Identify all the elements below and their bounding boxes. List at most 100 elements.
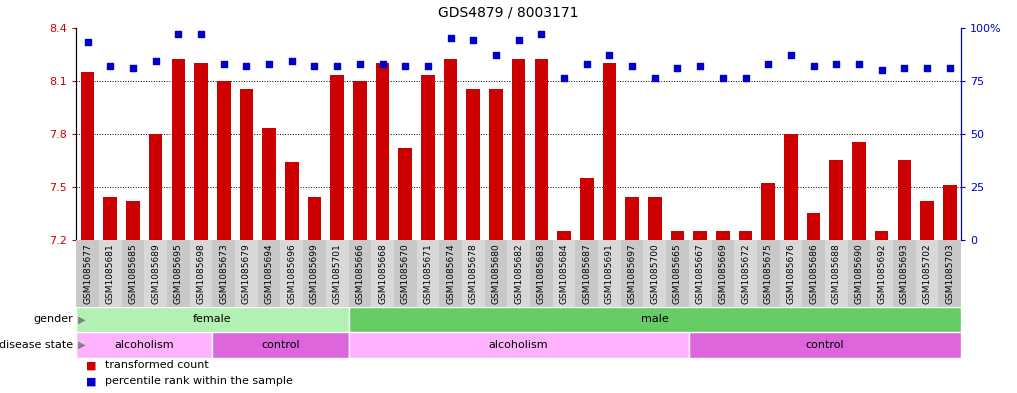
Point [601,52,617,58]
Bar [371,240,394,307]
Text: GSM1085677: GSM1085677 [83,243,93,304]
Point [147,58,164,64]
Point [102,62,118,69]
Bar [689,332,961,358]
Bar [943,185,957,240]
Bar [172,59,185,240]
Bar [443,59,458,240]
Bar [467,90,480,240]
Bar [898,160,911,240]
Bar [76,332,213,358]
Point [261,61,278,67]
Bar [213,332,349,358]
Point [330,62,346,69]
Point [851,61,868,67]
Bar [349,332,689,358]
Bar [99,240,122,307]
Point [919,65,936,71]
Bar [76,240,99,307]
Point [79,39,96,46]
Point [669,65,685,71]
Text: GSM1085694: GSM1085694 [264,243,274,304]
Bar [462,240,485,307]
Point [465,37,481,43]
Point [511,37,527,43]
Bar [394,240,417,307]
Bar [625,197,639,240]
Text: control: control [261,340,300,350]
Bar [76,307,349,332]
Text: disease state: disease state [0,340,73,350]
Text: gender: gender [34,314,73,324]
Bar [557,231,571,240]
Text: GSM1085670: GSM1085670 [401,243,410,304]
Bar [325,240,349,307]
Bar [716,231,729,240]
Point [170,31,186,37]
Bar [507,240,530,307]
Point [306,62,322,69]
Text: GSM1085674: GSM1085674 [446,243,456,304]
Text: GSM1085673: GSM1085673 [220,243,228,304]
Point [284,58,300,64]
Point [374,61,391,67]
Point [397,62,413,69]
Text: female: female [193,314,232,324]
Bar [920,201,934,240]
Point [715,75,731,82]
Text: GSM1085687: GSM1085687 [582,243,591,304]
Text: GSM1085679: GSM1085679 [242,243,251,304]
Point [737,75,754,82]
Bar [757,240,780,307]
Text: GSM1085683: GSM1085683 [537,243,546,304]
Bar [194,63,207,240]
Bar [262,129,276,240]
Bar [875,231,889,240]
Bar [190,240,213,307]
Text: GSM1085696: GSM1085696 [287,243,296,304]
Text: GSM1085702: GSM1085702 [922,243,932,304]
Text: ▶: ▶ [75,340,85,350]
Bar [825,240,847,307]
Text: alcoholism: alcoholism [489,340,548,350]
Bar [762,183,775,240]
Bar [689,240,712,307]
Bar [939,240,961,307]
Text: GSM1085678: GSM1085678 [469,243,478,304]
Text: GSM1085691: GSM1085691 [605,243,614,304]
Point [125,65,141,71]
Text: male: male [641,314,668,324]
Bar [375,63,390,240]
Bar [349,307,961,332]
Bar [285,162,299,240]
Point [760,61,776,67]
Bar [535,59,548,240]
Bar [598,240,620,307]
Bar [580,178,594,240]
Point [352,61,368,67]
Bar [915,240,939,307]
Point [874,67,890,73]
Bar [784,134,797,240]
Point [420,62,436,69]
Text: alcoholism: alcoholism [115,340,174,350]
Point [238,62,254,69]
Text: GSM1085676: GSM1085676 [786,243,795,304]
Text: GSM1085669: GSM1085669 [718,243,727,304]
Text: GSM1085693: GSM1085693 [900,243,909,304]
Point [828,61,844,67]
Bar [893,240,915,307]
Bar [353,81,367,240]
Bar [213,240,235,307]
Bar [830,160,843,240]
Text: ▶: ▶ [75,314,85,324]
Bar [217,81,231,240]
Text: transformed count: transformed count [105,360,208,371]
Text: GSM1085665: GSM1085665 [673,243,682,304]
Bar [852,143,865,240]
Bar [349,240,371,307]
Text: GSM1085692: GSM1085692 [877,243,886,304]
Text: control: control [805,340,844,350]
Text: GSM1085689: GSM1085689 [152,243,161,304]
Bar [148,134,163,240]
